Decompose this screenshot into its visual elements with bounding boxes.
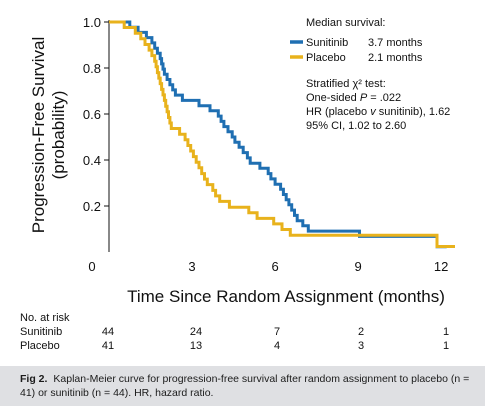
risk-value: 1: [442, 340, 450, 352]
y-tick-label: 0.4: [83, 153, 101, 168]
risk-value: 1: [442, 326, 450, 338]
risk-value: 41: [101, 340, 115, 352]
caption-text: Kaplan-Meier curve for progression-free …: [20, 373, 470, 399]
stats-line-4: 95% CI, 1.02 to 2.60: [306, 120, 406, 132]
x-tick-label: 6: [271, 259, 278, 274]
x-axis-title: Time Since Random Assignment (months): [127, 287, 445, 306]
series-layer: [109, 20, 455, 249]
y-axis-title: Progression-Free Survival(probability): [29, 37, 68, 234]
series-line-placebo: [109, 20, 455, 248]
risk-value: 44: [101, 326, 115, 338]
stats-line-2: One-sided P = .022: [306, 92, 401, 104]
risk-value: 4: [273, 340, 281, 352]
risk-value: 24: [189, 326, 203, 338]
stats-annotation: Stratified χ² test: One-sided P = .022 H…: [306, 78, 450, 132]
x-tick-label: 0: [88, 259, 95, 274]
caption-fig-label: Fig 2.: [20, 373, 48, 385]
risk-row-label-placebo: Placebo: [20, 340, 60, 352]
risk-value: 3: [357, 340, 365, 352]
risk-row-label-sunitinib: Sunitinib: [20, 326, 63, 338]
x-tick-label: 12: [434, 259, 448, 274]
legend-value-placebo: 2.1 months: [368, 52, 423, 64]
y-tick-label: 0.6: [83, 107, 101, 122]
series-line-sunitinib: [109, 20, 447, 249]
figure-caption: Fig 2. Kaplan-Meier curve for progression…: [0, 366, 485, 406]
y-tick-label: 0.2: [83, 199, 101, 214]
risk-table-heading: No. at risk: [20, 312, 70, 324]
x-tick-label: 3: [188, 259, 195, 274]
risk-value: 7: [273, 326, 281, 338]
legend-label-sunitinib: Sunitinib: [306, 37, 348, 49]
legend-label-placebo: Placebo: [306, 52, 346, 64]
y-tick-label: 0.8: [83, 61, 101, 76]
km-chart: 0.2 0.4 0.6 0.8 1.0 0 3 6 9 12 Median survival: S…: [29, 15, 455, 306]
y-tick-label: 1.0: [83, 15, 101, 30]
stats-line-1: Stratified χ² test:: [306, 78, 386, 90]
legend-heading: Median survival:: [306, 17, 385, 29]
legend: Median survival: Sunitinib 3.7 months Pl…: [290, 17, 423, 64]
x-tick-label: 9: [355, 259, 362, 274]
risk-value: 2: [357, 326, 365, 338]
legend-value-sunitinib: 3.7 months: [368, 37, 423, 49]
axes: 0.2 0.4 0.6 0.8 1.0 0 3 6 9 12: [83, 15, 448, 274]
stats-line-3: HR (placebo v sunitinib), 1.62: [306, 106, 450, 118]
risk-value: 13: [189, 340, 203, 352]
